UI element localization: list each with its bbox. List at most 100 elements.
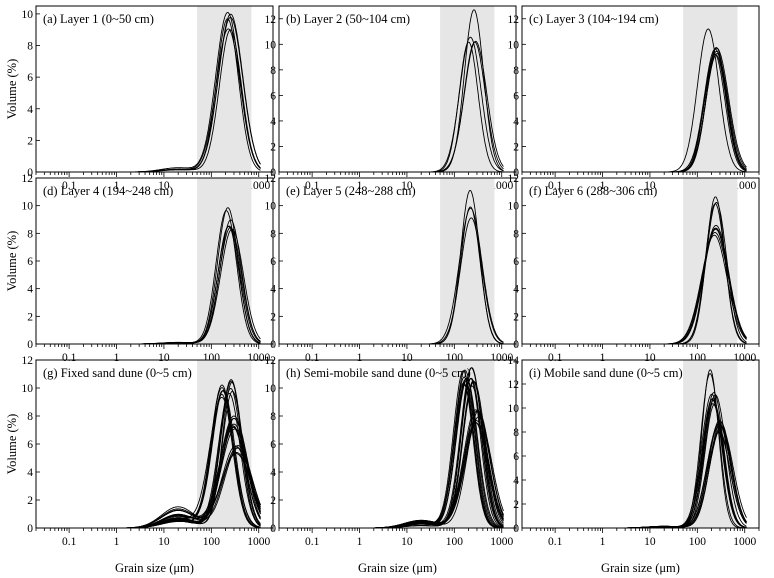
- y-tick-label: 12: [265, 355, 277, 367]
- y-tick-label: 0: [270, 167, 276, 179]
- y-tick-label: 0: [513, 167, 519, 179]
- x-tick-label: 1000: [247, 352, 270, 364]
- y-tick-label: 12: [265, 14, 277, 26]
- panel-title: (e) Layer 5 (248~288 cm): [286, 184, 416, 198]
- y-tick-label: 10: [22, 201, 34, 213]
- y-tick-label: 6: [27, 439, 33, 451]
- x-tick-label: 0.1: [548, 352, 563, 364]
- x-tick-label: 1000: [490, 536, 513, 548]
- x-tick-label: 1: [600, 180, 606, 192]
- y-tick-label: 8: [270, 228, 276, 240]
- x-axis-label: Grain size (μm): [358, 561, 437, 575]
- y-tick-label: 10: [22, 383, 34, 395]
- x-tick-label: 1000: [247, 536, 270, 548]
- panel-frame: [278, 5, 517, 173]
- panel-title: (h) Semi-mobile sand dune (0~5 cm): [286, 366, 471, 380]
- y-tick-label: 2: [27, 495, 33, 507]
- y-tick-label: 10: [265, 201, 277, 213]
- y-tick-label: 6: [513, 90, 519, 102]
- y-tick-label: 2: [27, 135, 33, 147]
- y-tick-label: 2: [513, 499, 519, 511]
- x-tick-label: 1: [114, 536, 120, 548]
- x-tick-label: 1000: [733, 352, 756, 364]
- panel-frame: [35, 5, 274, 173]
- x-tick-label: 10: [644, 352, 656, 364]
- y-tick-label: 2: [270, 311, 276, 323]
- y-tick-label: 6: [513, 256, 519, 268]
- y-tick-label: 10: [22, 9, 34, 21]
- x-tick-label: 1000: [490, 180, 513, 192]
- y-tick-label: 12: [508, 14, 520, 26]
- x-tick-label: 10: [401, 180, 413, 192]
- panel-frame: [521, 359, 760, 529]
- y-axis-label: Volume (%): [5, 414, 19, 475]
- x-tick-label: 1: [600, 536, 606, 548]
- x-tick-label: 1000: [490, 352, 513, 364]
- x-tick-label: 1: [600, 352, 606, 364]
- y-tick-label: 0: [27, 523, 33, 535]
- y-tick-label: 4: [270, 284, 276, 296]
- y-tick-label: 10: [508, 39, 520, 51]
- panel-9: 0.1 1 10 100 1000 0 2 4 6 8 10 12 14 (i) Mobile sand …: [508, 355, 760, 575]
- y-tick-label: 10: [265, 383, 277, 395]
- x-tick-label: 10: [401, 536, 413, 548]
- panel-title: (b) Layer 2 (50~104 cm): [286, 12, 410, 26]
- y-tick-label: 6: [513, 451, 519, 463]
- y-tick-label: 14: [508, 355, 520, 367]
- shaded-band: [683, 6, 738, 172]
- y-tick-label: 4: [513, 475, 519, 487]
- y-tick-label: 12: [508, 379, 520, 391]
- x-tick-label: 0.1: [62, 536, 77, 548]
- y-tick-label: 0: [270, 523, 276, 535]
- y-tick-label: 0: [27, 167, 33, 179]
- panel-frame: [521, 5, 760, 173]
- y-tick-label: 2: [270, 495, 276, 507]
- y-tick-label: 4: [513, 116, 519, 128]
- x-tick-label: 100: [203, 536, 221, 548]
- x-tick-label: 1000: [733, 536, 756, 548]
- x-tick-label: 1: [114, 352, 120, 364]
- x-tick-label: 1: [114, 180, 120, 192]
- x-tick-label: 10: [644, 536, 656, 548]
- y-tick-label: 6: [27, 256, 33, 268]
- y-tick-label: 8: [27, 228, 33, 240]
- y-axis-label: Volume (%): [5, 231, 19, 292]
- x-tick-label: 0.1: [62, 180, 77, 192]
- x-tick-label: 100: [689, 536, 707, 548]
- x-tick-label: 1000: [733, 180, 756, 192]
- x-tick-label: 0.1: [62, 352, 77, 364]
- shaded-band: [440, 178, 495, 344]
- panel-title: (a) Layer 1 (0~50 cm): [43, 12, 154, 26]
- x-tick-label: 10: [644, 180, 656, 192]
- x-tick-label: 100: [446, 536, 464, 548]
- panel-title: (g) Fixed sand dune (0~5 cm): [43, 366, 192, 380]
- x-tick-label: 0.1: [548, 180, 563, 192]
- y-tick-label: 6: [270, 439, 276, 451]
- x-tick-label: 1000: [247, 180, 270, 192]
- y-tick-label: 0: [270, 339, 276, 351]
- shaded-band: [683, 360, 738, 528]
- x-tick-label: 10: [158, 536, 170, 548]
- y-tick-label: 2: [513, 141, 519, 153]
- y-tick-label: 0: [27, 339, 33, 351]
- y-tick-label: 8: [27, 411, 33, 423]
- y-tick-label: 4: [270, 467, 276, 479]
- panel-title: (i) Mobile sand dune (0~5 cm): [529, 366, 683, 380]
- y-tick-label: 4: [27, 467, 33, 479]
- y-tick-label: 2: [27, 311, 33, 323]
- curves: [334, 367, 504, 529]
- x-tick-label: 1: [357, 536, 363, 548]
- x-tick-label: 10: [158, 180, 170, 192]
- x-tick-label: 10: [401, 352, 413, 364]
- y-tick-label: 12: [265, 173, 277, 185]
- x-axis-label: Grain size (μm): [115, 561, 194, 575]
